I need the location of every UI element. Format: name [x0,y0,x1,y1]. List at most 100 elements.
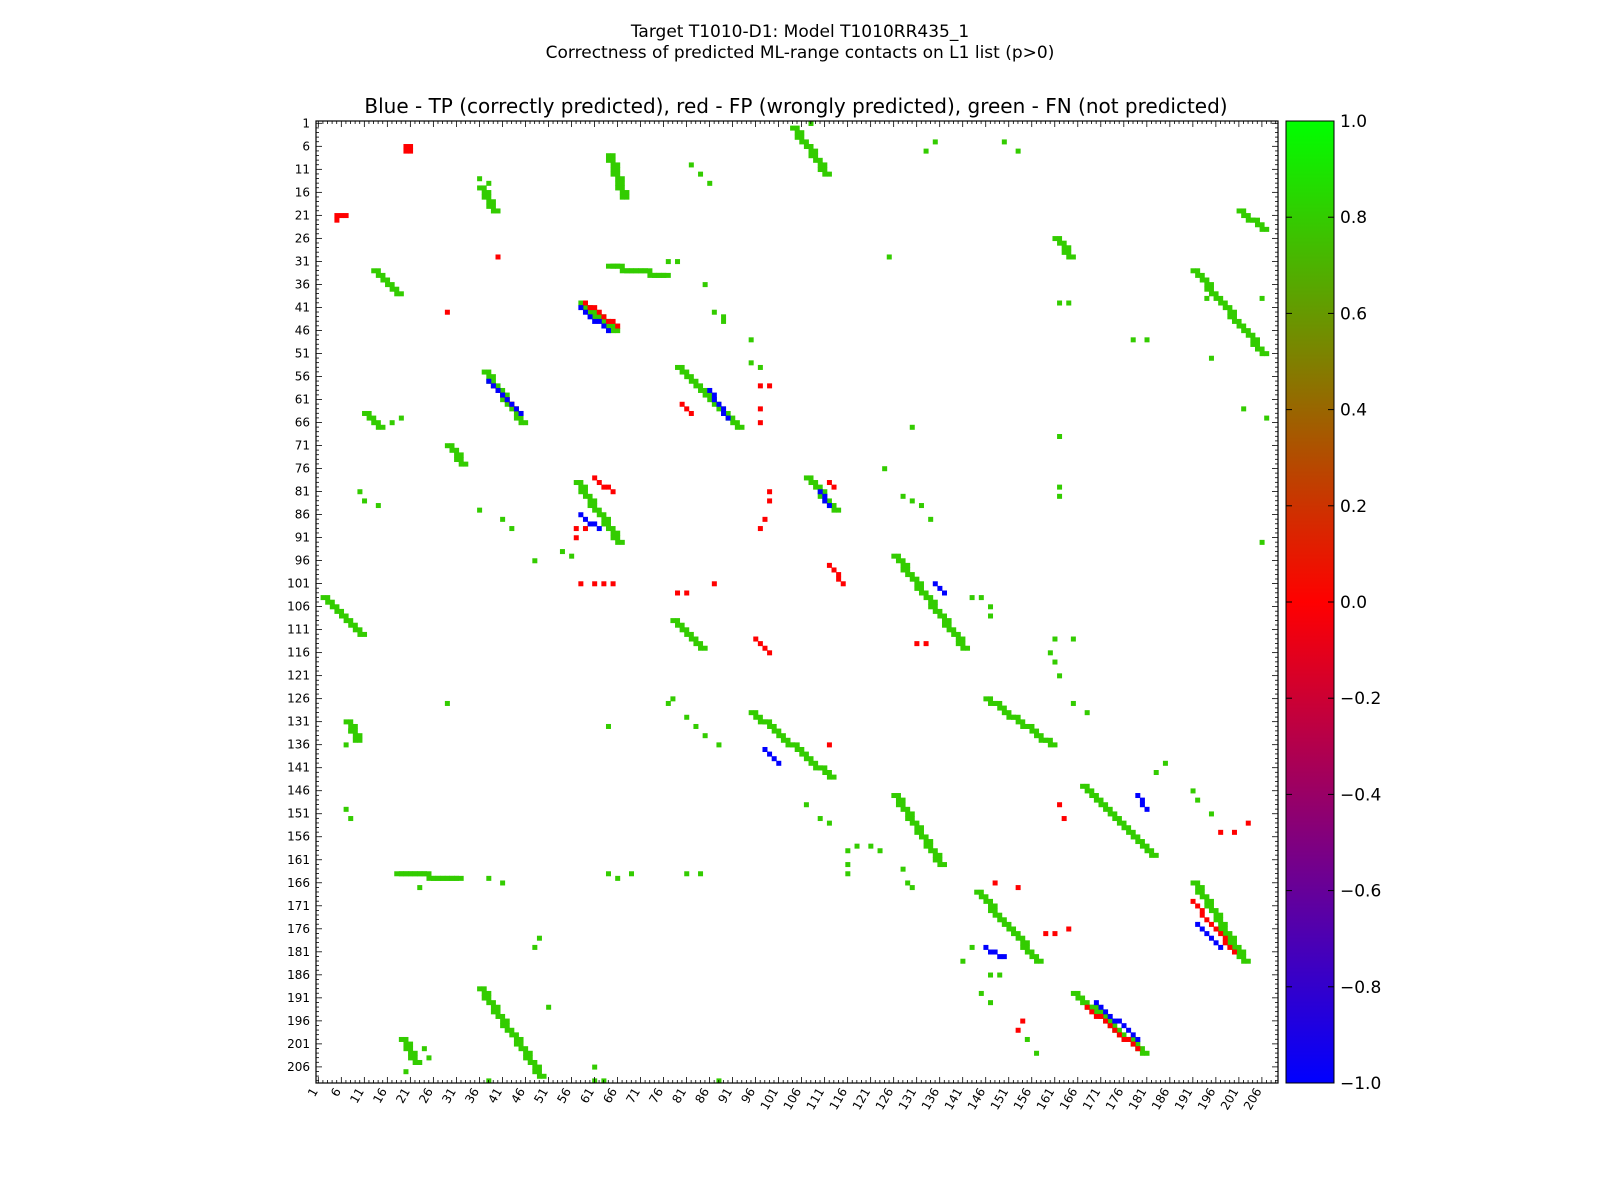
figure-title-line2: Correctness of predicted ML-range contac… [545,43,1055,63]
contact-point-fn [988,972,994,978]
contact-cell-fn [1089,793,1095,799]
contact-cell-fn [1222,931,1228,937]
x-tick-label: 126 [873,1086,897,1113]
contact-cell-fp [592,475,598,481]
x-tick-label: 81 [669,1086,689,1106]
contact-cell-fn [403,1041,409,1047]
contact-cell-fn [1066,245,1072,251]
contact-point-fn [348,816,354,822]
contact-point-fn [1070,636,1076,642]
contact-cell-fn [1213,291,1219,297]
contact-cell-tp [1199,926,1205,932]
contact-cell-fn [1135,839,1141,845]
contact-cell-fp [1084,1004,1090,1010]
contact-point-fn [670,696,676,702]
contact-cell-fn [1227,305,1233,311]
contact-cell-tp [997,954,1003,960]
contact-point-fn [665,259,671,265]
contact-cell-fn [615,539,621,545]
contact-point-fn [882,466,888,472]
contact-cell-fn [808,148,814,154]
contact-cell-fn [914,585,920,591]
contact-cell-fn [1250,341,1256,347]
contact-cell-fp [1126,1036,1132,1042]
contact-cell-fn [1199,894,1205,900]
contact-cell-fn [587,309,593,315]
contact-cell-fn [605,521,611,527]
contact-cell-fn [1254,341,1260,347]
y-tick-label: 6 [302,139,310,153]
contact-cell-tp [486,378,492,384]
contact-cell-fn [412,1050,418,1056]
contact-point-fn [444,700,450,706]
contact-cell-fn [937,613,943,619]
contact-cell-fn [688,378,694,384]
contact-cell-fn [536,1064,542,1070]
contact-cell-fn [394,286,400,292]
contact-cell-fn [895,793,901,799]
contact-cell-fn [463,461,469,467]
contact-cell-fp [1112,1027,1118,1033]
contact-cell-fn [803,144,809,150]
contact-cell-fn [486,203,492,209]
contact-point-fn [702,733,708,739]
contact-cell-fn [928,595,934,601]
contact-cell-fn [992,912,998,918]
contact-point-fp [767,383,773,389]
contact-cell-tp [716,401,722,407]
contact-cell-fn [730,420,736,426]
contact-cell-tp [1121,1023,1127,1029]
contact-cell-fn [615,171,621,177]
contact-cell-fn [366,410,372,416]
contact-cell-fn [1236,323,1242,329]
contact-cell-fn [495,1013,501,1019]
contact-cell-fn [905,562,911,568]
contact-cell-fn [941,862,947,868]
contact-cell-tp [721,406,727,412]
contact-point-fn [1208,811,1214,817]
contact-cell-fn [790,125,796,131]
contact-cell-fn [928,843,934,849]
contact-cell-fn [891,553,897,559]
contact-cell-fn [997,700,1003,706]
contact-cell-fn [817,484,823,490]
contact-point-fn [845,862,851,868]
contact-cell-fn [523,1050,529,1056]
contact-cell-fp [1089,1009,1095,1015]
contact-cell-fp [1098,1013,1104,1019]
contact-cell-fn [371,415,377,421]
contact-point-fp [408,144,414,150]
contact-cell-tp [1195,921,1201,927]
contact-cell-tp [1204,931,1210,937]
x-axis-tick-labels: 1 6 11 16 21 26 31 36 41 46 51 56 61 66 71 76 81 86 91 96 10… [305,1086,1265,1113]
contact-cell-fn [656,272,662,278]
contact-cell-fn [610,530,616,536]
contact-point-fn [960,958,966,964]
contact-cell-fn [352,737,358,743]
x-tick-label: 176 [1103,1086,1127,1113]
contact-point-fp [762,516,768,522]
contact-cell-fn [1204,277,1210,283]
contact-cell-fn [605,323,611,329]
contact-cell-fn [605,526,611,532]
contact-cell-tp [937,585,943,591]
x-tick-label: 71 [623,1086,643,1106]
contact-cell-fn [490,199,496,205]
y-tick-label: 31 [295,254,310,268]
contact-point-fn [1144,337,1150,343]
contact-cell-fn [698,387,704,393]
contact-cell-fn [951,627,957,633]
contact-cell-tp [1116,1018,1122,1024]
contact-cell-fn [339,608,345,614]
x-tick-label: 166 [1057,1086,1081,1113]
contact-point-fn [559,549,565,555]
contact-cell-fn [619,263,625,269]
contact-point-fn [688,162,694,168]
contact-point-fp [610,581,616,587]
contact-cell-fn [1199,885,1205,891]
x-tick-label: 31 [439,1086,459,1106]
contact-cell-fn [1264,351,1270,357]
contact-cell-fn [914,820,920,826]
contact-cell-fn [693,383,699,389]
contact-cell-fn [495,1004,501,1010]
